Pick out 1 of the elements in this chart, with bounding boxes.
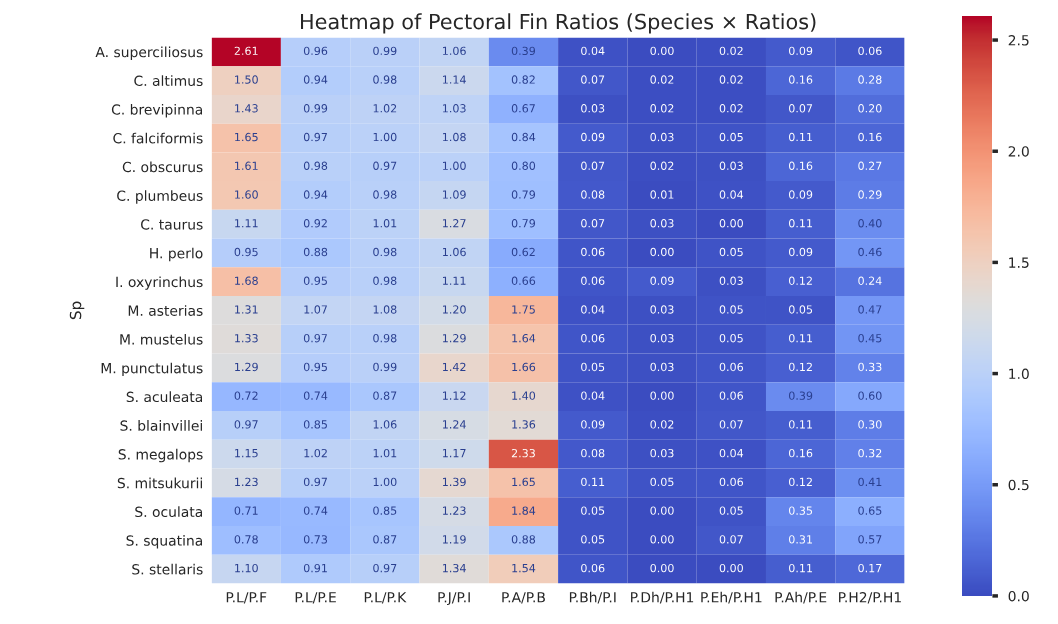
chart-title: Heatmap of Pectoral Fin Ratios (Species × Ratios) bbox=[301, 13, 816, 34]
